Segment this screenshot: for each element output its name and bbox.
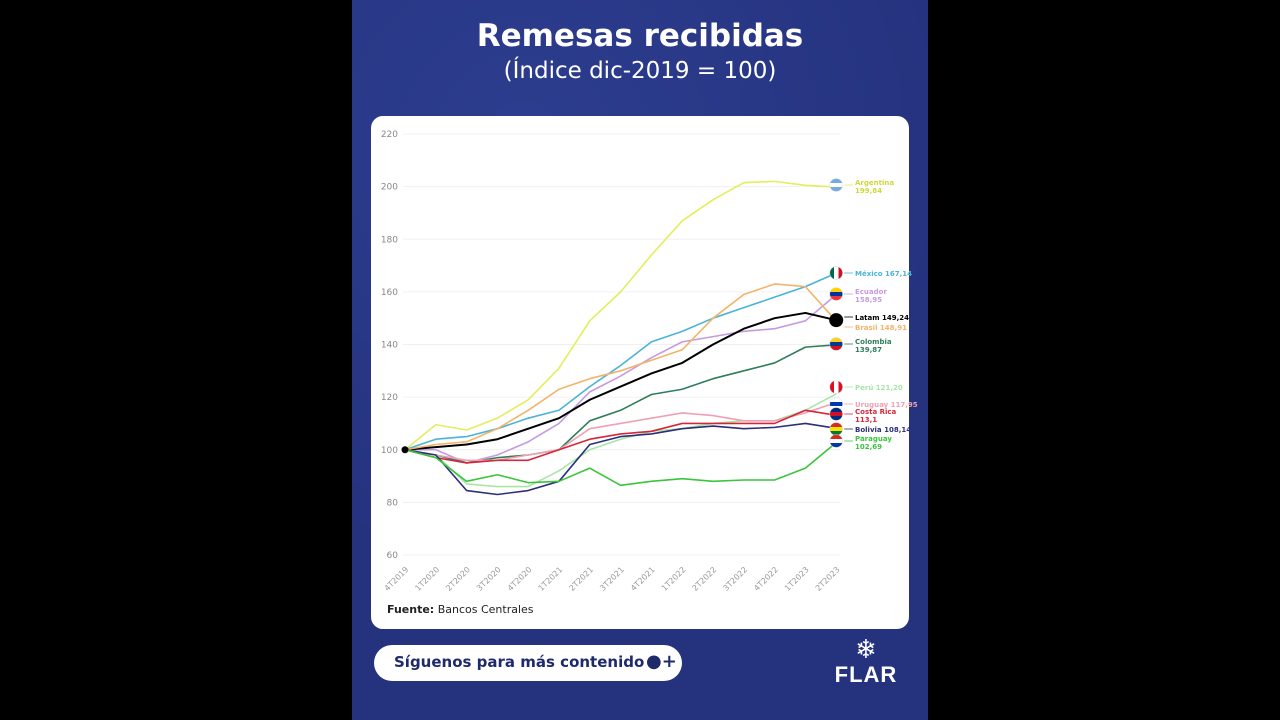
series-value: 117,95 <box>891 401 918 409</box>
source-value: Bancos Centrales <box>437 603 534 616</box>
end-label-argentina: Argentina 199,84 <box>855 179 894 195</box>
series-name: Brasil <box>855 324 880 332</box>
end-label-méxico: México 167,14 <box>855 270 912 278</box>
x-tick-label: 1T2021 <box>537 565 565 593</box>
series-value: 102,69 <box>855 443 882 451</box>
series-value: 199,84 <box>855 187 882 195</box>
series-name: Colombia <box>855 338 892 346</box>
follow-button[interactable]: Síguenos para más contenido ●+ <box>374 645 682 681</box>
series-line-bolivia <box>404 422 837 496</box>
series-name: Paraguay <box>855 435 892 443</box>
flag-icon-ecuador <box>829 287 843 301</box>
flag-icon-méxico <box>829 266 843 280</box>
follow-label: Síguenos para más contenido <box>394 653 645 671</box>
x-tick-label: 4T2022 <box>752 565 780 593</box>
series-name: Ecuador <box>855 288 887 296</box>
series-value: 149,24 <box>882 314 909 322</box>
series-name: Bolivia <box>855 426 884 434</box>
series-line-costa-rica <box>404 409 837 464</box>
series-line-paraguay <box>404 442 837 487</box>
end-label-paraguay: Paraguay 102,69 <box>855 435 892 451</box>
series-name: Argentina <box>855 179 894 187</box>
series-line-colombia <box>404 344 837 464</box>
x-tick-label: 4T2019 <box>383 565 411 593</box>
series-value: 108,14 <box>884 426 911 434</box>
y-tick-label: 60 <box>387 551 399 561</box>
series-value: 113,1 <box>855 416 877 424</box>
end-label-perú: Perú 121,20 <box>855 384 903 392</box>
series-line-uruguay <box>404 401 837 462</box>
flag-icon-costa-rica <box>829 407 843 421</box>
flar-logo: ❄ FLAR <box>822 636 910 686</box>
y-tick-label: 200 <box>381 183 398 193</box>
y-tick-label: 160 <box>381 288 398 298</box>
x-tick-label: 2T2022 <box>691 565 719 593</box>
y-tick-label: 80 <box>387 498 399 508</box>
flag-icon-argentina <box>829 178 843 192</box>
end-label-colombia: Colombia 139,87 <box>855 338 892 354</box>
series-name: Latam <box>855 314 882 322</box>
x-tick-label: 1T2023 <box>783 565 811 593</box>
x-tick-label: 2T2021 <box>567 565 595 593</box>
end-label-ecuador: Ecuador 158,95 <box>855 288 887 304</box>
x-tick-label: 2T2023 <box>814 565 842 593</box>
flag-icon-paraguay <box>829 434 843 448</box>
series-name: Costa Rica <box>855 408 897 416</box>
x-tick-label: 4T2021 <box>629 565 657 593</box>
series-value: 121,20 <box>876 384 903 392</box>
series-line-argentina <box>404 180 837 451</box>
x-tick-label: 3T2021 <box>598 565 626 593</box>
x-tick-label: 3T2022 <box>721 565 749 593</box>
flag-icon-perú <box>829 380 843 394</box>
source-note: Fuente: Bancos Centrales <box>387 603 534 616</box>
flag-icon-colombia <box>829 337 843 351</box>
y-tick-label: 180 <box>381 235 398 245</box>
end-marker-latam <box>829 313 844 328</box>
flag-icon-bolivia <box>829 422 843 436</box>
series-line-latam <box>404 311 837 451</box>
series-value: 148,91 <box>880 324 907 332</box>
x-tick-label: 3T2020 <box>475 565 503 593</box>
start-point-marker <box>401 446 409 454</box>
end-label-uruguay: Uruguay 117,95 <box>855 401 918 409</box>
series-line-méxico <box>404 272 837 451</box>
x-tick-label: 4T2020 <box>506 565 534 593</box>
page-subtitle: (Índice dic-2019 = 100) <box>503 58 777 84</box>
person-add-icon: ●+ <box>646 651 677 672</box>
end-label-brasil: Brasil 148,91 <box>855 324 907 332</box>
end-label-bolivia: Bolivia 108,14 <box>855 426 911 434</box>
end-label-latam: Latam 149,24 <box>855 314 909 322</box>
series-name: Perú <box>855 384 876 392</box>
series-line-brasil <box>404 283 837 451</box>
series-value: 158,95 <box>855 296 882 304</box>
series-name: Uruguay <box>855 401 891 409</box>
logo-text: FLAR <box>834 662 898 687</box>
end-label-costa-rica: Costa Rica 113,1 <box>855 408 897 424</box>
y-tick-label: 120 <box>381 393 398 403</box>
x-tick-label: 1T2022 <box>660 565 688 593</box>
x-tick-label: 2T2020 <box>444 565 472 593</box>
chart-card <box>371 116 909 629</box>
y-tick-label: 220 <box>381 130 398 140</box>
logo-emblem-icon: ❄ <box>855 635 877 665</box>
series-value: 139,87 <box>855 346 882 354</box>
page-title: Remesas recibidas <box>476 18 804 54</box>
x-tick-label: 1T2020 <box>413 565 441 593</box>
y-tick-label: 100 <box>381 446 398 456</box>
source-label: Fuente: <box>387 603 435 616</box>
series-value: 167,14 <box>885 270 912 278</box>
series-name: México <box>855 270 885 278</box>
y-tick-label: 140 <box>381 341 398 351</box>
